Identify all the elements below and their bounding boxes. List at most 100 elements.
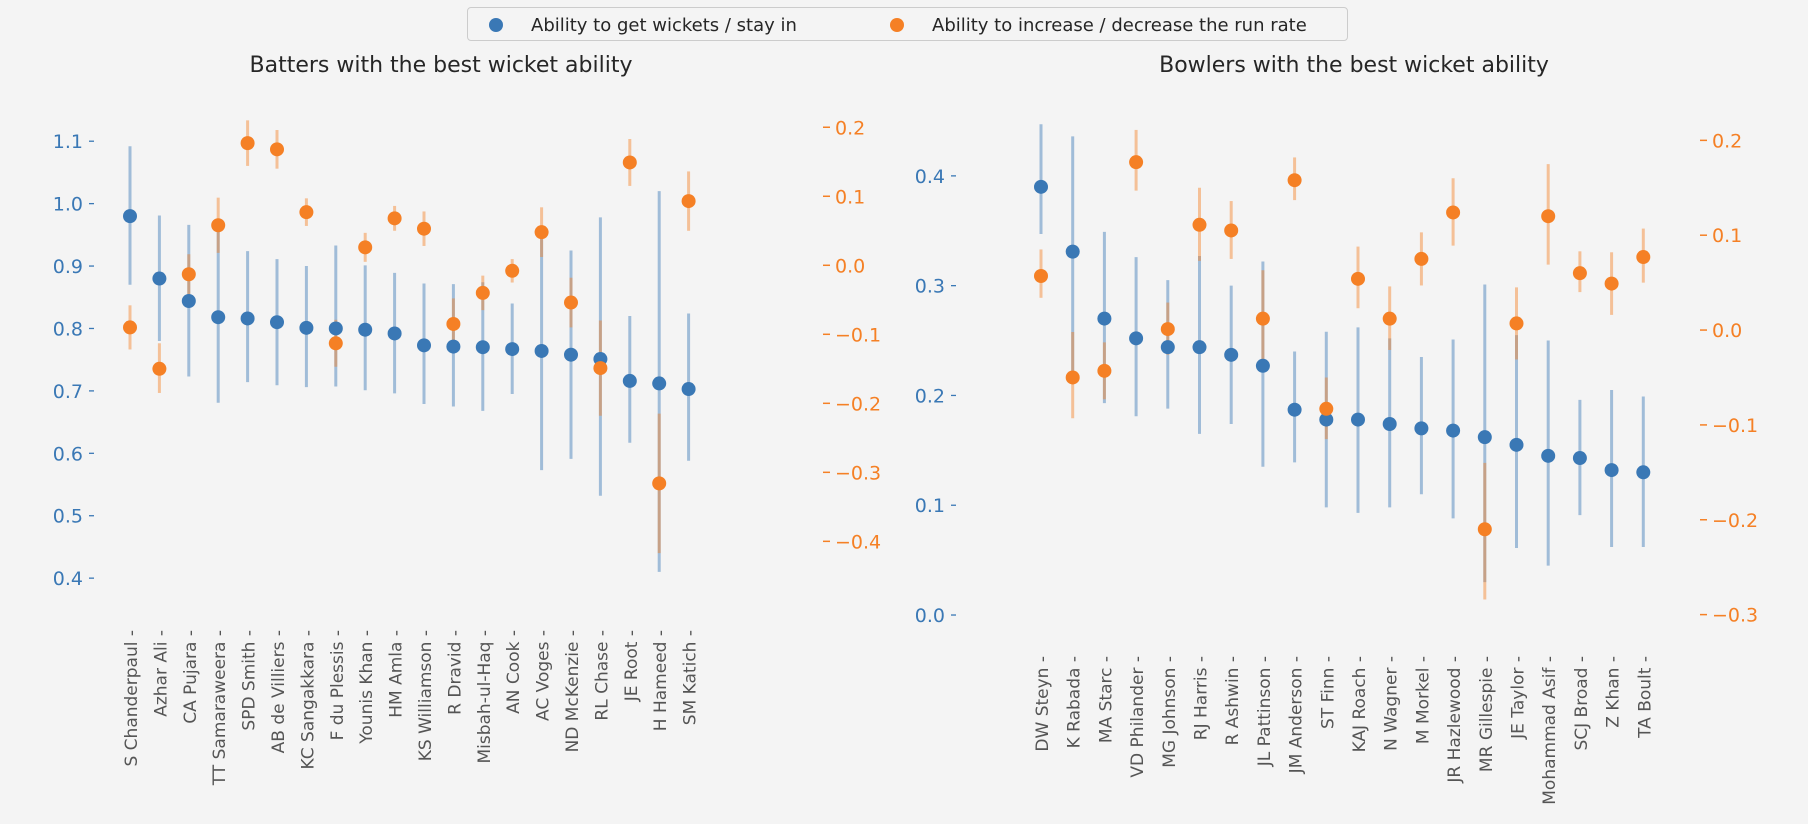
bowlers-category-label: N Wagner -: [1382, 656, 1402, 751]
batters-runrate-point: [211, 218, 226, 233]
bowlers-category-label: JL Pattinson -: [1255, 656, 1275, 767]
bowlers-category-label: MA Starc -: [1096, 656, 1116, 743]
batters-wicket-point: [299, 320, 314, 335]
bowlers-category-label: M Morkel -: [1413, 656, 1433, 744]
batters-wicket-point: [505, 342, 520, 357]
batters-wicket-point: [652, 376, 667, 391]
bowlers-wicket-point: [1224, 347, 1239, 362]
bowlers-wicket-point: [1287, 402, 1302, 417]
bowlers-runrate-point: [1192, 217, 1207, 232]
bowlers-wicket-point: [1572, 451, 1587, 466]
bowlers-runrate-point: [1034, 268, 1048, 283]
batters-category-label: F du Plessis -: [328, 630, 348, 740]
bowlers-category-label: KAJ Roach -: [1350, 656, 1370, 752]
legend-entry-runrate: Ability to increase / decrease the run r…: [890, 8, 1307, 42]
batters-category-label: SM Katich -: [681, 630, 701, 725]
bowlers-runrate-point: [1477, 522, 1492, 537]
bowlers-wicket-point: [1319, 412, 1334, 427]
bowlers-category-label: Z Khan -: [1604, 656, 1624, 728]
batters-right-tick-label: 0.1: [835, 186, 865, 208]
bowlers-wicket-point: [1255, 358, 1270, 373]
bowlers-category-label: JR Hazlewood -: [1445, 656, 1465, 784]
batters-category-label: KS Williamson -: [416, 630, 436, 761]
batters-runrate-point: [270, 142, 284, 157]
legend-marker-wicket: [489, 18, 503, 32]
batters-category-label: Misbah-ul-Haq -: [475, 630, 495, 764]
batters-runrate-point: [564, 295, 578, 310]
bowlers-wicket-point: [1446, 423, 1461, 438]
bowlers-wicket-point: [1192, 340, 1207, 355]
bowlers-category-label: JM Anderson -: [1287, 656, 1307, 774]
batters-left-tick-label: 0.5: [53, 506, 83, 528]
chart-legend: Ability to get wickets / stay in Ability…: [467, 7, 1348, 41]
bowlers-wicket-point: [1477, 430, 1492, 445]
batters-wicket-point: [446, 339, 461, 354]
batters-wicket-point: [240, 311, 255, 326]
bowlers-right-tick-label: −0.2: [1712, 510, 1758, 532]
bowlers-left-tick-label: 0.3: [915, 276, 945, 298]
legend-label-runrate: Ability to increase / decrease the run r…: [932, 14, 1307, 36]
batters-runrate-point: [387, 211, 402, 226]
batters-right-tick-label: −0.1: [835, 324, 881, 346]
bowlers-runrate-point: [1604, 276, 1619, 291]
bowlers-wicket-point: [1065, 244, 1080, 259]
batters-runrate-point: [417, 221, 431, 236]
bowlers-wicket-point: [1382, 416, 1397, 431]
batters-wicket-point: [270, 315, 284, 330]
bowlers-left-tick-label: 0.1: [915, 495, 945, 517]
bowlers-chart-title: Bowlers with the best wicket ability: [1159, 53, 1549, 78]
bowlers-category-label: MR Gillespie -: [1477, 656, 1497, 772]
bowlers-runrate-point: [1097, 363, 1112, 378]
batters-runrate-point: [328, 336, 343, 351]
bowlers-category-label: SCJ Broad -: [1572, 656, 1592, 751]
bowlers-runrate-point: [1541, 209, 1556, 224]
batters-runrate-point: [181, 267, 196, 282]
bowlers-runrate-point: [1351, 271, 1365, 286]
batters-category-label: AC Voges -: [534, 630, 554, 721]
bowlers-wicket-point: [1541, 448, 1556, 463]
batters-runrate-point: [681, 194, 696, 209]
bowlers-runrate-point: [1255, 311, 1270, 326]
bowlers-right-tick-label: 0.0: [1712, 320, 1742, 342]
bowlers-left-tick-label: 0.4: [915, 166, 945, 188]
bowlers-category-label: MG Johnson -: [1160, 656, 1180, 768]
batters-category-label: JE Root -: [622, 630, 642, 702]
bowlers-runrate-point: [1287, 173, 1302, 188]
batters-runrate-point: [652, 476, 667, 491]
batters-wicket-point: [387, 326, 402, 341]
bowlers-right-tick-label: −0.3: [1712, 605, 1758, 627]
batters-category-label: KC Sangakkara -: [298, 630, 318, 769]
batters-runrate-point: [123, 320, 137, 335]
legend-label-wicket: Ability to get wickets / stay in: [531, 14, 797, 36]
bowlers-left-tick-label: 0.0: [915, 605, 945, 627]
batters-category-label: ND McKenzie -: [563, 630, 583, 752]
bowlers-wicket-point: [1034, 179, 1048, 194]
bowlers-wicket-point: [1604, 463, 1619, 478]
batters-category-label: Azhar Ali -: [151, 630, 171, 717]
batters-wicket-point: [181, 294, 196, 309]
bowlers-right-tick-label: −0.1: [1712, 415, 1758, 437]
bowlers-category-label: JE Taylor -: [1509, 656, 1529, 740]
batters-wicket-point: [152, 271, 167, 286]
bowlers-runrate-point: [1636, 250, 1651, 265]
bowlers-category-label: R Ashwin -: [1223, 656, 1243, 745]
batters-wicket-point: [622, 373, 637, 388]
batters-runrate-point: [446, 316, 461, 331]
batters-category-label: AB de Villiers -: [269, 630, 289, 753]
bowlers-wicket-point: [1097, 311, 1112, 326]
bowlers-runrate-point: [1572, 266, 1587, 281]
batters-right-tick-label: 0.2: [835, 117, 865, 139]
batters-wicket-point: [475, 340, 490, 355]
batters-left-tick-label: 0.8: [53, 318, 83, 340]
bowlers-category-label: K Rabada -: [1065, 656, 1085, 748]
bowlers-category-label: Mohammad Asif -: [1540, 656, 1560, 805]
batters-category-label: Younis Khan -: [357, 630, 377, 745]
batters-category-label: SPD Smith -: [240, 630, 260, 731]
bowlers-right-tick-label: 0.1: [1712, 225, 1742, 247]
batters-category-label: CA Pujara -: [181, 630, 201, 724]
batters-category-label: R Dravid -: [445, 630, 465, 715]
legend-entry-wicket: Ability to get wickets / stay in: [489, 8, 797, 42]
bowlers-category-label: VD Philander -: [1128, 656, 1148, 778]
batters-wicket-point: [681, 382, 696, 397]
